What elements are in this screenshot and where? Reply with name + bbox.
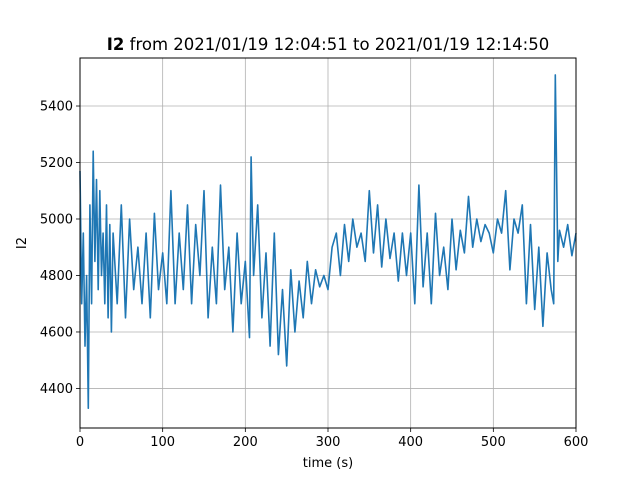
series-group xyxy=(79,74,577,410)
y-axis-label: I2 xyxy=(15,237,30,249)
x-tick-label: 500 xyxy=(481,435,506,450)
chart-title-variable: I2 xyxy=(107,35,125,54)
y-axis: 4400 4600 4800 5000 5200 5400 xyxy=(40,100,80,397)
x-tick-label: 600 xyxy=(564,435,589,450)
x-tick-label: 400 xyxy=(398,435,423,450)
y-tick-label: 5400 xyxy=(40,100,73,115)
series-line xyxy=(79,74,577,410)
x-tick-label: 300 xyxy=(316,435,341,450)
y-tick-label: 5000 xyxy=(40,212,73,227)
y-tick-label: 4800 xyxy=(40,269,73,284)
y-tick-label: 4400 xyxy=(40,382,73,397)
chart-title: I2 from 2021/01/19 12:04:51 to 2021/01/1… xyxy=(107,35,549,54)
x-tick-label: 200 xyxy=(233,435,258,450)
x-tick-label: 100 xyxy=(150,435,175,450)
x-axis: 0 100 200 300 400 500 600 xyxy=(76,428,589,450)
grid-lines xyxy=(79,58,577,428)
chart-title-range: from 2021/01/19 12:04:51 to 2021/01/19 1… xyxy=(124,35,549,54)
y-tick-label: 5200 xyxy=(40,156,73,171)
y-tick-label: 4600 xyxy=(40,325,73,340)
x-axis-label: time (s) xyxy=(303,456,353,471)
x-tick-label: 0 xyxy=(76,435,84,450)
